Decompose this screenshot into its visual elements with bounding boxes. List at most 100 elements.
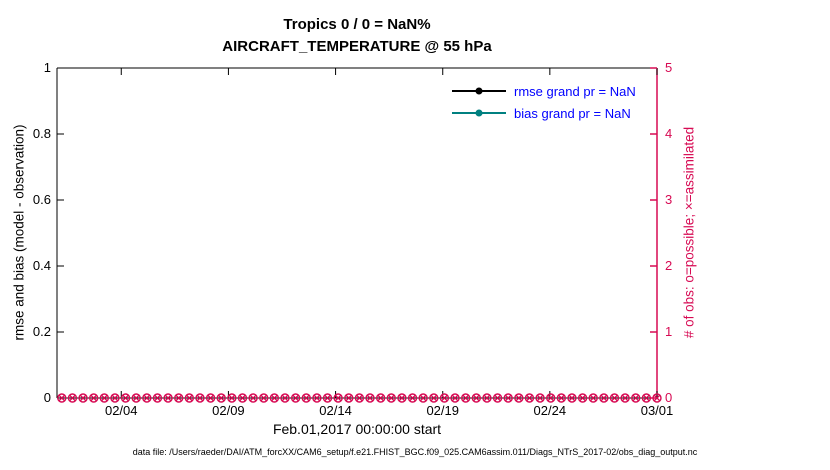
possible-obs-marker — [152, 393, 163, 403]
right-y-tick-label: 4 — [665, 126, 673, 141]
assimilated-obs-marker — [579, 394, 587, 402]
assimilated-obs-marker — [504, 394, 512, 402]
assimilated-obs-marker — [217, 394, 225, 402]
assimilated-obs-marker — [143, 394, 151, 402]
left-y-tick-label: 0.8 — [32, 126, 51, 141]
assimilated-obs-marker — [409, 394, 417, 402]
assimilated-obs-marker — [632, 394, 640, 402]
x-tick-label: 03/01 — [640, 403, 674, 418]
assimilated-obs-marker — [175, 394, 183, 402]
legend-entry-2: bias grand pr = NaN — [452, 102, 636, 124]
assimilated-obs-marker — [228, 394, 236, 402]
possible-obs-marker — [386, 393, 396, 403]
legend-line-sample — [452, 109, 506, 117]
assimilated-obs-marker — [334, 394, 342, 402]
possible-obs-marker — [588, 393, 598, 403]
plot-title-line1: Tropics 0 / 0 = NaN% — [283, 16, 431, 33]
possible-obs-marker — [195, 393, 205, 403]
assimilated-obs-marker — [239, 394, 246, 402]
possible-obs-marker — [67, 393, 78, 403]
possible-obs-marker — [524, 393, 535, 403]
legend-entry-label: bias grand pr = NaN — [514, 105, 631, 121]
legend-dot-marker — [475, 87, 483, 95]
possible-obs-marker — [163, 393, 173, 403]
legend-entry-1: rmse grand pr = NaN — [452, 80, 636, 102]
right-y-axis-label: # of obs: o=possible; ×=assimilated — [681, 126, 697, 339]
possible-obs-marker — [174, 393, 184, 403]
possible-obs-marker — [259, 393, 269, 403]
assimilated-obs-marker — [324, 394, 331, 402]
x-axis-label: Feb.01,2017 00:00:00 start — [272, 421, 442, 437]
assimilated-obs-marker — [642, 394, 650, 402]
possible-obs-marker — [620, 393, 630, 403]
possible-obs-marker — [280, 393, 290, 403]
assimilated-obs-marker — [589, 394, 597, 402]
possible-obs-marker — [110, 393, 120, 403]
assimilated-obs-marker — [100, 394, 108, 402]
possible-obs-marker — [99, 393, 110, 403]
assimilated-obs-marker — [132, 394, 140, 402]
possible-obs-marker — [131, 393, 141, 403]
plot-title-line2: AIRCRAFT_TEMPERATURE @ 55 hPa — [222, 38, 492, 55]
possible-obs-marker — [344, 393, 354, 403]
assimilated-obs-marker — [207, 394, 215, 402]
possible-obs-marker — [269, 393, 280, 403]
assimilated-obs-marker — [568, 394, 576, 402]
assimilated-obs-marker — [600, 394, 608, 402]
possible-obs-marker — [460, 393, 471, 403]
assimilated-obs-marker — [355, 394, 363, 402]
assimilated-obs-marker — [525, 394, 533, 402]
assimilated-obs-marker — [345, 394, 353, 402]
possible-obs-marker — [322, 393, 333, 403]
assimilated-obs-marker — [462, 394, 470, 402]
assimilated-obs-marker — [515, 394, 523, 402]
assimilated-obs-marker — [68, 394, 76, 402]
possible-obs-marker — [641, 393, 652, 403]
right-y-tick-label: 0 — [665, 390, 673, 405]
assimilated-obs-marker — [611, 394, 618, 402]
x-tick-label: 02/14 — [319, 403, 352, 418]
left-y-tick-label: 1 — [43, 60, 51, 75]
assimilated-obs-marker — [122, 394, 130, 402]
assimilated-obs-marker — [387, 394, 395, 402]
possible-obs-marker — [577, 393, 588, 403]
assimilated-obs-marker — [281, 394, 289, 402]
possible-obs-marker — [482, 393, 492, 403]
assimilated-obs-marker — [153, 394, 161, 402]
possible-obs-marker — [450, 393, 460, 403]
x-tick-label: 02/19 — [426, 403, 459, 418]
possible-obs-marker — [567, 393, 577, 403]
left-y-tick-label: 0 — [43, 390, 51, 405]
right-y-tick-label: 3 — [665, 192, 673, 207]
assimilated-obs-marker — [419, 394, 427, 402]
possible-obs-marker — [439, 393, 450, 403]
left-y-tick-label: 0.2 — [32, 324, 51, 339]
assimilated-obs-marker — [430, 394, 438, 402]
possible-obs-marker — [120, 393, 131, 403]
possible-obs-marker — [535, 393, 545, 403]
possible-obs-marker — [407, 393, 418, 403]
assimilated-obs-marker — [58, 394, 66, 402]
x-tick-label: 02/24 — [533, 403, 567, 418]
possible-obs-marker — [354, 393, 365, 403]
assimilated-obs-marker — [472, 394, 480, 402]
assimilated-obs-marker — [621, 394, 629, 402]
legend: rmse grand pr = NaN bias grand pr = NaN — [452, 80, 636, 124]
possible-obs-marker — [227, 393, 237, 403]
data-file-caption: data file: /Users/raeder/DAI/ATM_forcXX/… — [132, 447, 698, 457]
x-tick-label: 02/04 — [104, 403, 138, 418]
assimilated-obs-marker — [398, 394, 406, 402]
possible-obs-marker — [237, 393, 248, 403]
assimilated-obs-marker — [270, 394, 278, 402]
x-tick-label: 02/09 — [212, 403, 245, 418]
assimilated-obs-marker — [313, 394, 321, 402]
assimilated-obs-marker — [557, 394, 565, 402]
possible-obs-marker — [333, 393, 343, 403]
legend-entry-label: rmse grand pr = NaN — [514, 83, 636, 99]
possible-obs-marker — [609, 393, 620, 403]
possible-obs-marker — [312, 393, 322, 403]
left-y-axis-label: rmse and bias (model - observation) — [11, 124, 27, 341]
possible-obs-marker — [184, 393, 195, 403]
possible-obs-marker — [652, 393, 662, 403]
right-y-tick-label: 5 — [665, 60, 673, 75]
